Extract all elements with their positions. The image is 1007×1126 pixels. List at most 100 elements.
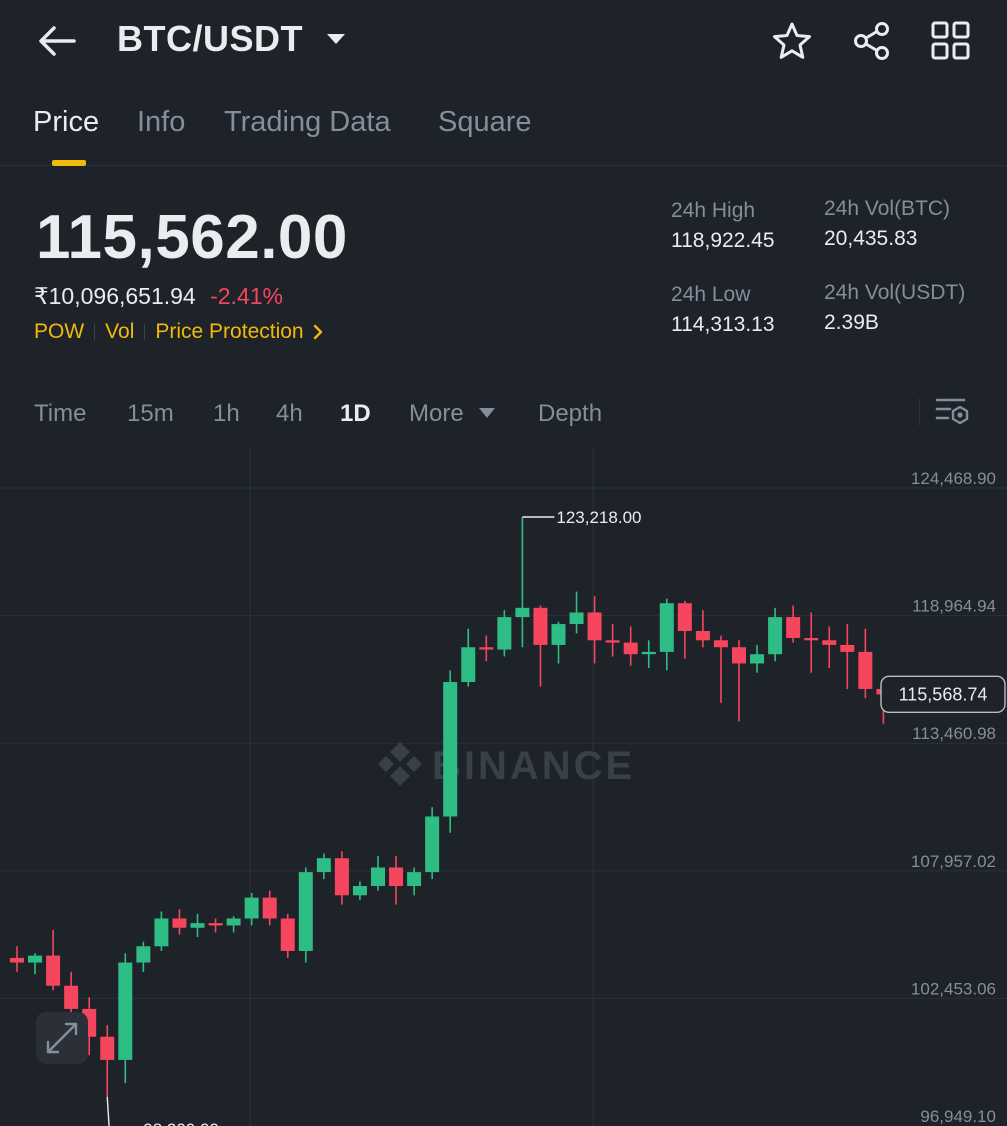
- high-marker-label: 123,218.00: [556, 508, 641, 527]
- candle-up: [461, 628, 476, 687]
- candle-up: [371, 855, 385, 891]
- candle-body: [407, 872, 422, 887]
- candlestick-chart[interactable]: BINANCE 124,468.90 118,964.94 113,460.98 10…: [0, 446, 1007, 1126]
- back-arrow-icon[interactable]: [36, 22, 78, 60]
- tab-trading-data[interactable]: Trading Data: [224, 106, 391, 138]
- chart-markers: 123,218.00 98,200.00 115,568.74: [106, 508, 1006, 1126]
- candle-down: [858, 628, 873, 699]
- low-marker-label: 98,200.00: [143, 1120, 219, 1126]
- interval-15m[interactable]: 15m: [127, 400, 174, 427]
- candle-down: [280, 913, 295, 958]
- candle-body: [713, 640, 728, 648]
- candle-body: [840, 644, 855, 652]
- candle-up: [497, 610, 512, 657]
- interval-1d[interactable]: 1D: [340, 400, 371, 427]
- candle-up: [407, 867, 422, 896]
- y-axis: 124,468.90 118,964.94 113,460.98 107,957.02…: [911, 469, 996, 1126]
- caret-down-icon[interactable]: [478, 407, 496, 419]
- candle-body: [750, 654, 765, 664]
- pair-title[interactable]: BTC/USDT: [117, 18, 303, 59]
- candle-down: [677, 600, 692, 659]
- candle-body: [623, 642, 638, 655]
- candle-body: [118, 962, 133, 1060]
- candle-up: [425, 807, 440, 880]
- candle-body: [64, 985, 79, 1009]
- chevron-right-icon[interactable]: [312, 324, 324, 340]
- stat-label: 24h Vol(USDT): [824, 281, 966, 304]
- candle-up: [443, 670, 458, 833]
- candle-down: [10, 946, 24, 972]
- star-icon[interactable]: [771, 20, 813, 62]
- chart-grid: [0, 446, 1007, 1126]
- candle-down: [334, 851, 349, 905]
- candle-down: [605, 624, 620, 657]
- tag-row: POW Vol Price Protection: [34, 320, 324, 344]
- last-price: 115,562.00: [36, 203, 348, 272]
- current-price-label: 115,568.74: [899, 684, 988, 704]
- candle-body: [515, 607, 530, 618]
- price-change: -2.41%: [210, 283, 283, 309]
- chart-settings-icon[interactable]: [934, 394, 972, 428]
- stat-label: 24h Vol(BTC): [824, 197, 951, 220]
- candle-body: [695, 631, 710, 641]
- candle-body: [280, 918, 295, 951]
- candle-down: [533, 605, 548, 687]
- candle-body: [858, 651, 873, 689]
- candle-up: [136, 941, 151, 972]
- candle-body: [10, 957, 24, 963]
- tag-pow[interactable]: POW: [34, 320, 85, 343]
- interval-more[interactable]: More: [409, 400, 464, 427]
- watermark-logo-icon: [378, 742, 422, 786]
- interval-time[interactable]: Time: [34, 400, 87, 427]
- active-tab-indicator: [52, 160, 86, 166]
- candle-down: [208, 918, 223, 933]
- candle-body: [497, 617, 512, 650]
- share-icon[interactable]: [851, 20, 893, 62]
- y-tick-label: 124,468.90: [911, 469, 996, 488]
- candle-body: [605, 640, 620, 643]
- candle-down: [623, 626, 638, 666]
- expand-button[interactable]: [36, 1012, 88, 1064]
- tab-info[interactable]: Info: [137, 106, 186, 138]
- candle-up: [515, 517, 530, 648]
- tab-price[interactable]: Price: [33, 106, 100, 138]
- candle-down: [804, 612, 819, 673]
- caret-down-icon[interactable]: [326, 32, 346, 46]
- tab-square[interactable]: Square: [438, 106, 532, 138]
- candle-body: [28, 955, 43, 963]
- candle-body: [226, 918, 241, 926]
- y-tick-label: 107,957.02: [911, 852, 996, 871]
- candle-up: [768, 607, 783, 662]
- grid-icon[interactable]: [930, 20, 972, 62]
- candle-body: [208, 923, 223, 926]
- candle-body: [533, 607, 548, 645]
- candle-down: [587, 596, 602, 664]
- candle-up: [226, 916, 241, 933]
- y-tick-label: 96,949.10: [920, 1107, 996, 1126]
- tag-price-protection[interactable]: Price Protection: [155, 320, 304, 343]
- candle-down: [172, 909, 187, 935]
- candle-body: [804, 637, 819, 641]
- stat-value: 114,313.13: [671, 313, 775, 336]
- candle-body: [334, 858, 349, 896]
- stat-label: 24h Low: [671, 283, 751, 306]
- candle-body: [659, 603, 674, 652]
- interval-4h[interactable]: 4h: [276, 400, 303, 427]
- candle-up: [750, 644, 765, 673]
- candle-body: [461, 647, 476, 683]
- low-marker-line: [106, 1096, 110, 1126]
- interval-depth[interactable]: Depth: [538, 400, 603, 427]
- candle-up: [154, 911, 169, 951]
- candle-body: [641, 651, 656, 655]
- divider: [919, 398, 920, 426]
- watermark: BINANCE: [432, 744, 635, 788]
- stat-24h-vol-btc: 24h Vol(BTC) 20,435.83: [824, 197, 950, 251]
- tag-vol[interactable]: Vol: [105, 320, 135, 343]
- tag-separator: [94, 324, 96, 340]
- current-price-box: [880, 675, 1006, 714]
- candle-body: [298, 872, 313, 951]
- tag-separator: [144, 324, 146, 340]
- interval-1h[interactable]: 1h: [213, 400, 240, 427]
- candle-body: [822, 640, 837, 645]
- candle-body: [371, 867, 385, 887]
